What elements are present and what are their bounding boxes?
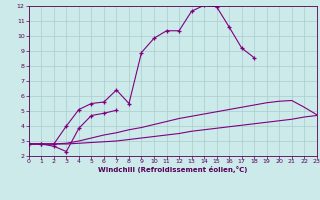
X-axis label: Windchill (Refroidissement éolien,°C): Windchill (Refroidissement éolien,°C)	[98, 166, 247, 173]
